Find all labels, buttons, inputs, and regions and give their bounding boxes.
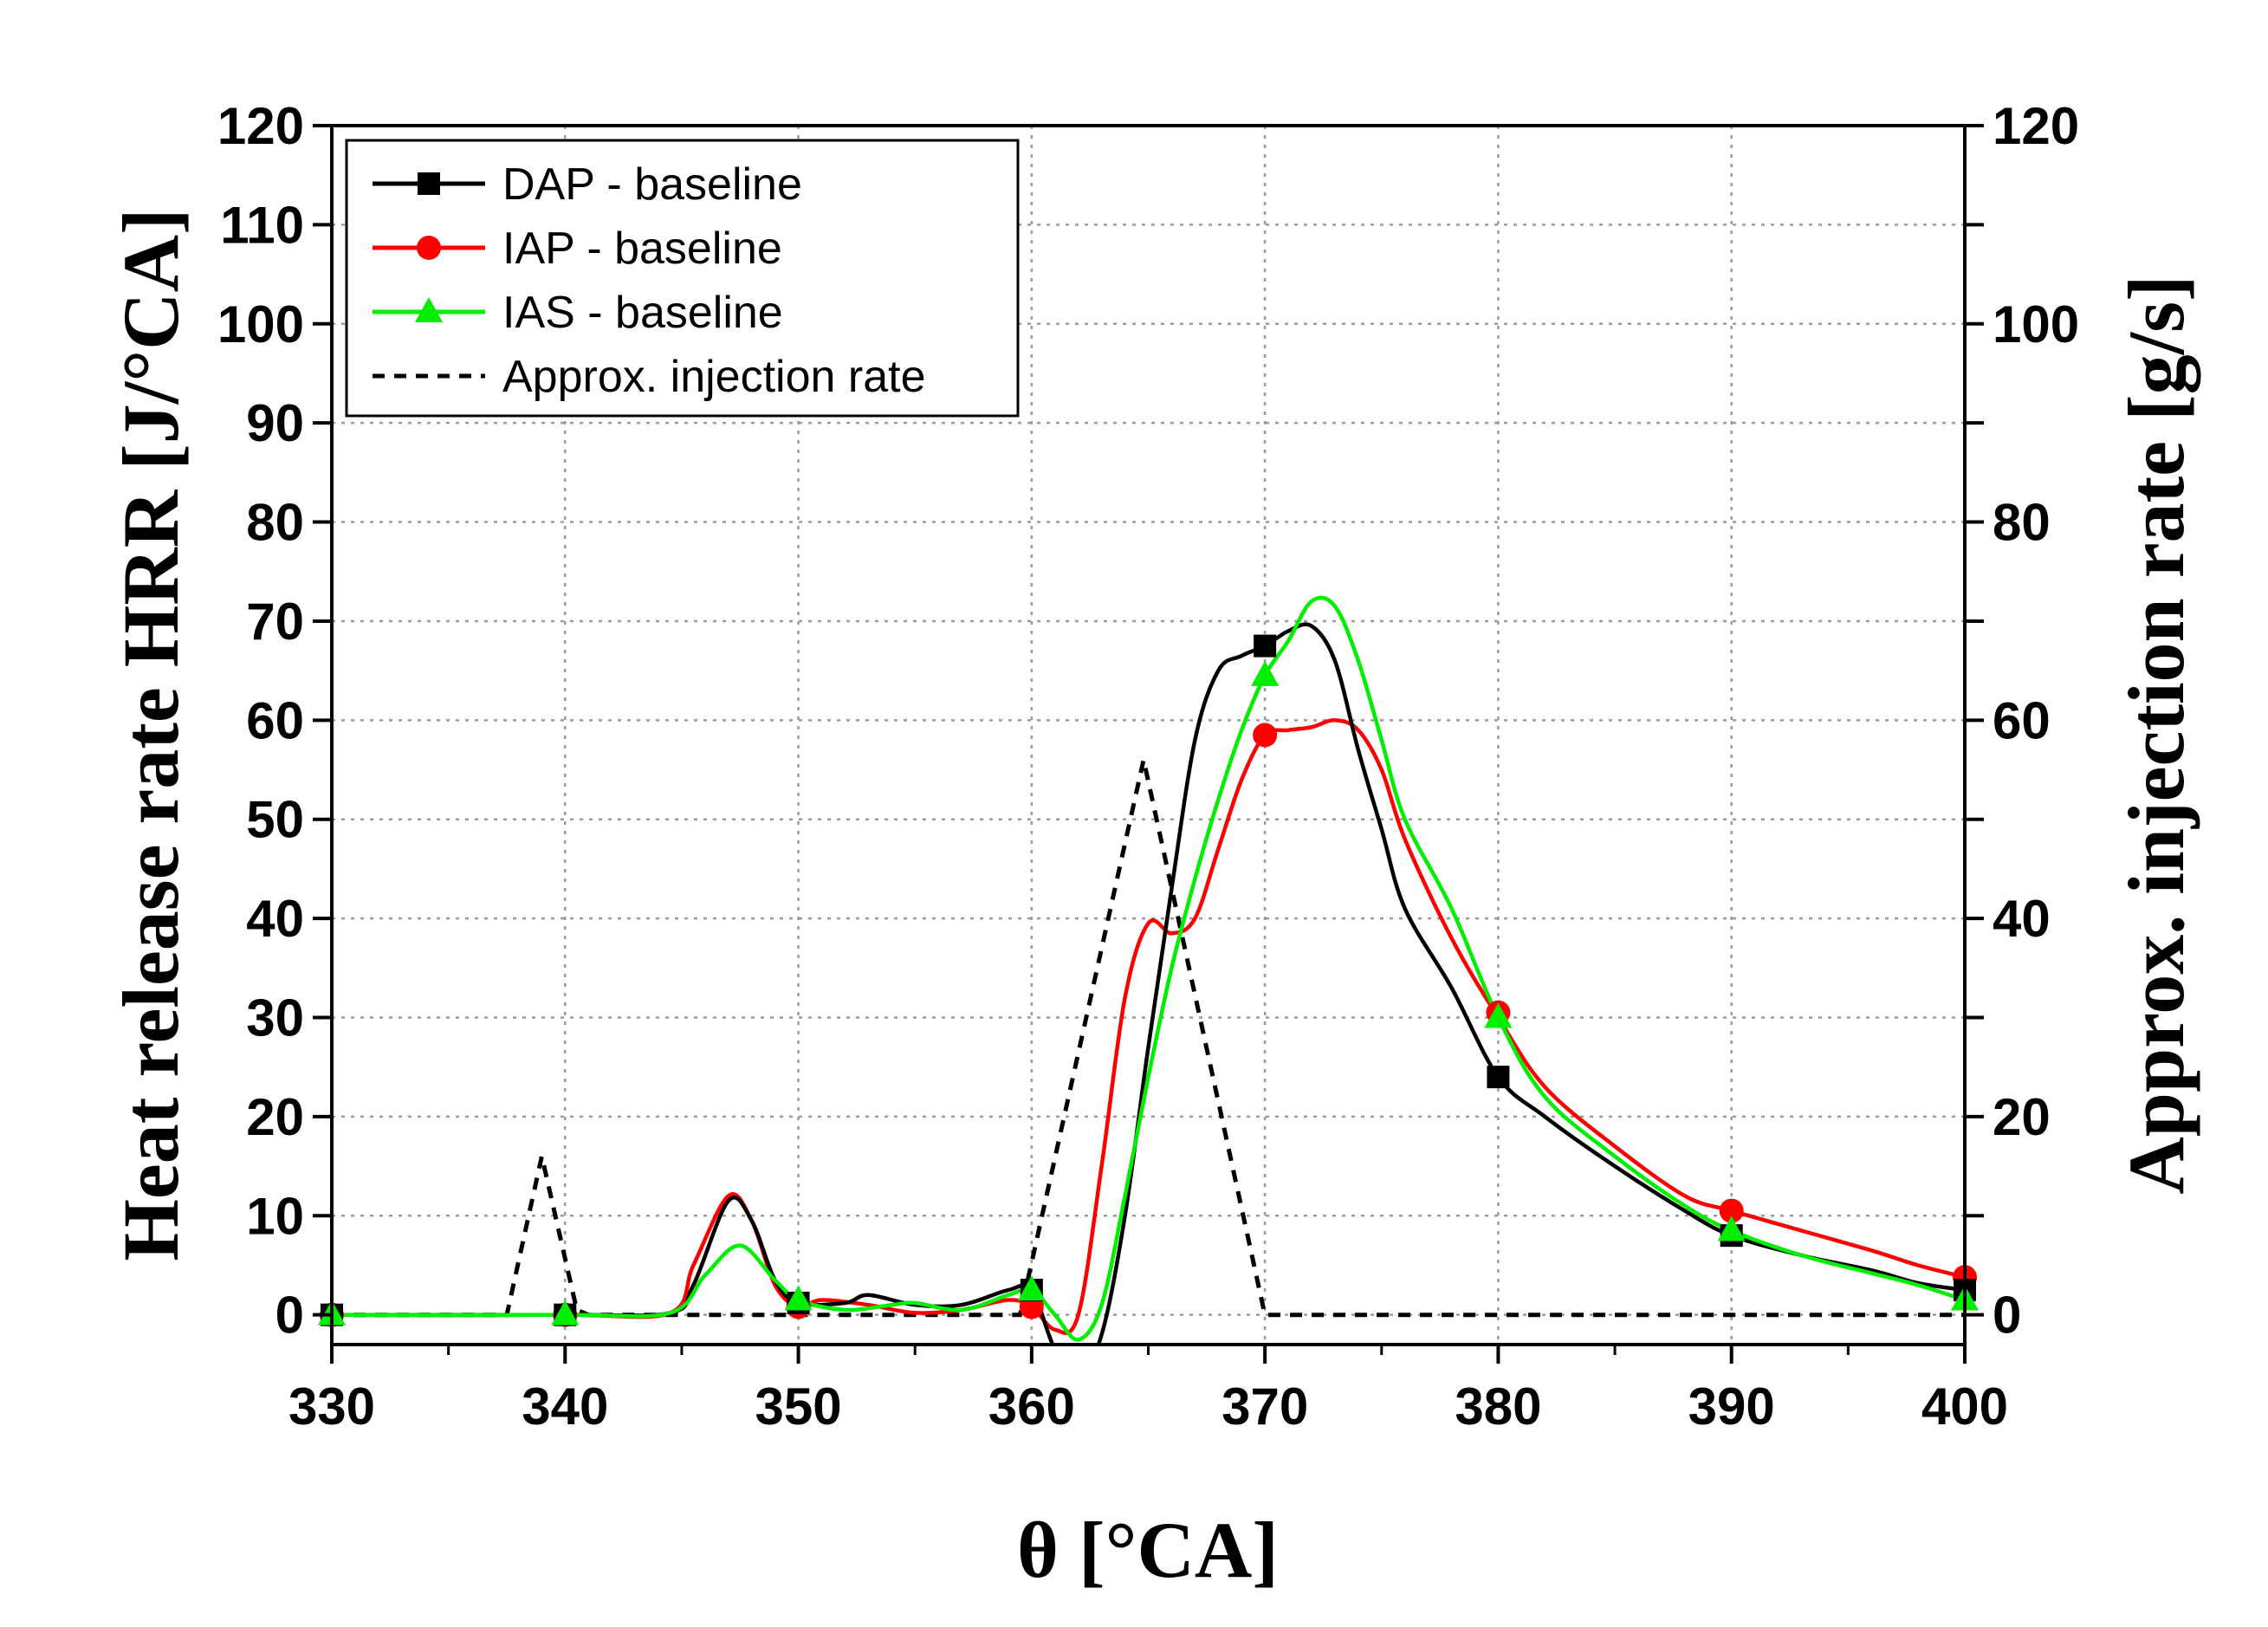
data-point	[551, 1300, 580, 1326]
legend-marker	[417, 236, 441, 260]
y-left-tick-label: 20	[246, 1088, 304, 1146]
y-left-tick-label: 30	[246, 989, 304, 1047]
y-axis-left-title: Heat release rate HRR [J/°CA]	[107, 208, 195, 1261]
data-point	[1253, 723, 1278, 748]
data-point	[1017, 1275, 1046, 1301]
x-tick-label: 330	[288, 1377, 375, 1436]
y-left-tick-label: 80	[246, 494, 304, 552]
legend-label: IAP - baseline	[502, 224, 782, 274]
legend-label: Approx. injection rate	[502, 352, 926, 402]
legend-item: IAS - baseline	[373, 288, 783, 338]
x-tick-label: 390	[1688, 1377, 1775, 1436]
x-tick-label: 370	[1221, 1377, 1308, 1436]
y-left-tick-label: 90	[246, 394, 304, 452]
y-right-tick-label: 20	[1993, 1088, 2051, 1146]
y-left-tick-label: 120	[217, 97, 304, 155]
y-left-tick-label: 10	[246, 1187, 304, 1245]
legend-item: DAP - baseline	[373, 159, 802, 210]
data-point	[1717, 1215, 1746, 1241]
x-tick-label: 340	[522, 1377, 608, 1436]
x-tick-label: 360	[988, 1377, 1075, 1436]
series-markers-2	[318, 660, 1979, 1326]
y-right-tick-label: 0	[1993, 1287, 2021, 1345]
legend-item: IAP - baseline	[373, 224, 782, 274]
y-left-tick-label: 70	[246, 593, 304, 651]
series-layer	[318, 595, 1979, 1345]
y-left-tick-label: 110	[220, 196, 304, 254]
data-point	[1487, 1066, 1510, 1089]
x-tick-label: 350	[755, 1377, 842, 1436]
y-right-tick-label: 80	[1993, 494, 2051, 552]
data-point	[1484, 1002, 1513, 1028]
legend-box	[345, 139, 1020, 418]
legend-marker	[418, 172, 440, 195]
data-point	[1254, 634, 1277, 658]
legend: DAP - baseline IAP - baseline IAS - baseli…	[345, 139, 1020, 418]
y-left-tick-label: 40	[246, 890, 304, 948]
data-point	[1719, 1198, 1744, 1223]
y-left-tick-label: 50	[246, 791, 304, 849]
y-right-tick-label: 40	[1993, 890, 2051, 948]
x-tick-label: 380	[1455, 1377, 1541, 1436]
legend-marker	[415, 297, 443, 322]
axes: 330 340 350 360 370 380 390 4000102030405060708…	[217, 97, 2079, 1436]
y-left-tick-label: 100	[217, 295, 304, 353]
y-left-tick-label: 60	[246, 691, 304, 749]
y-left-tick-label: 0	[275, 1287, 304, 1345]
x-axis-title: θ [°CA]	[1017, 1506, 1279, 1594]
data-point	[784, 1285, 813, 1311]
y-right-tick-label: 120	[1993, 97, 2079, 155]
y-right-tick-label: 100	[1993, 295, 2079, 353]
data-point	[1251, 660, 1280, 686]
x-tick-label: 400	[1921, 1377, 2008, 1436]
y-axis-right-title: Approx. injection rate [g/s]	[2112, 275, 2200, 1194]
legend-item: Approx. injection rate	[373, 352, 926, 402]
legend-label: DAP - baseline	[502, 159, 802, 210]
legend-label: IAS - baseline	[502, 288, 783, 338]
y-right-tick-label: 60	[1993, 691, 2051, 749]
